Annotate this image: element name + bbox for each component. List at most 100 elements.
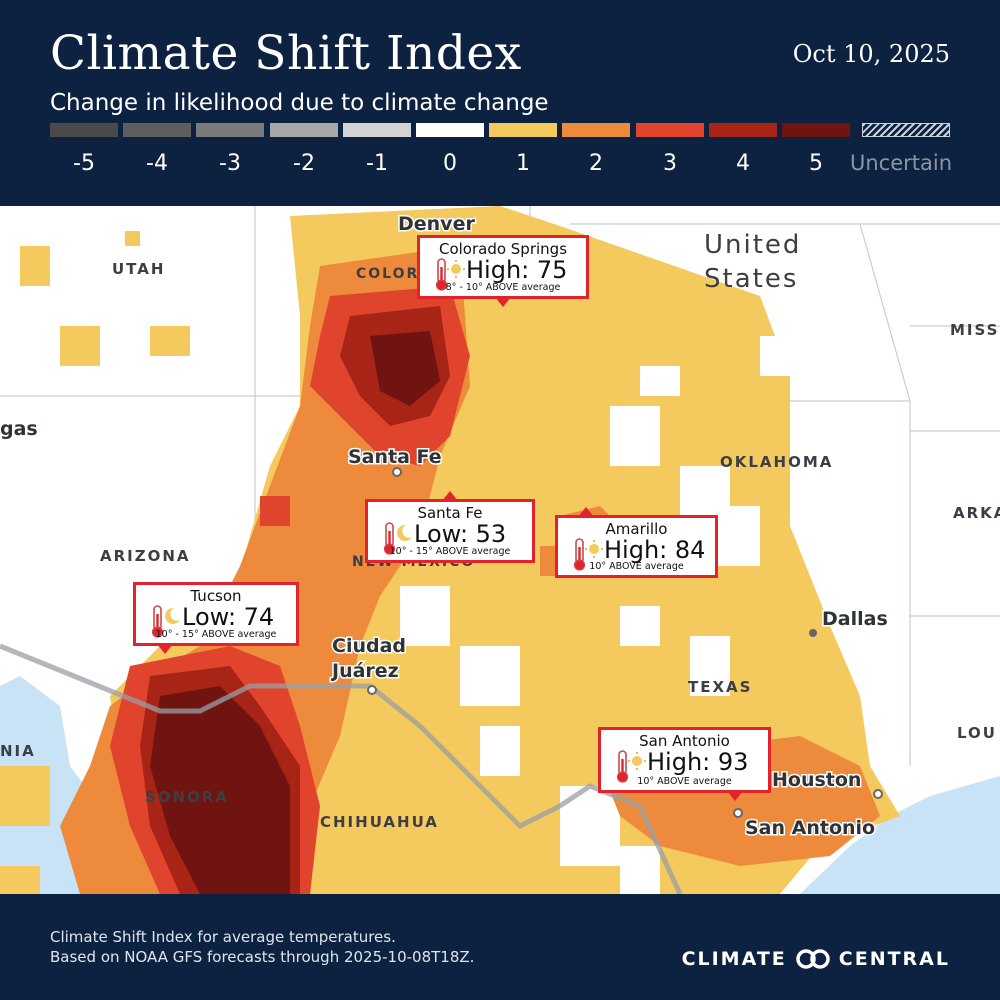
csi-level-1 [0, 766, 50, 826]
map-label-states: States [704, 264, 798, 294]
linked-rings-icon [796, 949, 830, 969]
map-label-arizona: ARIZONA [100, 547, 191, 565]
callout-santa-fe: Santa Fe Low: 53 10° - 15° ABOVE average [365, 491, 535, 563]
legend-swatch-minus-1 [343, 123, 411, 137]
footer-note-line-2: Based on NOAA GFS forecasts through 2025… [50, 948, 475, 966]
city-dot-santa-fe [392, 467, 402, 477]
city-label-dallas: Dallas [822, 608, 888, 630]
legend-swatch-5 [782, 123, 850, 137]
legend-label: 4 [736, 151, 750, 176]
callout-pointer [726, 791, 743, 801]
logo-text-right: CENTRAL [838, 948, 950, 970]
map-area: UTAH COLORADO ARIZONA NEW MEXICO OKLAHOM… [0, 206, 1000, 894]
csi-level-5 [150, 686, 290, 894]
city-dot-dallas [809, 629, 817, 637]
callout-city-name: Tucson [190, 587, 242, 605]
callout-anomaly: 8° - 10° ABOVE average [445, 282, 561, 293]
callout-temperature: High: 93 [647, 748, 749, 776]
legend-swatch-minus-3 [196, 123, 264, 137]
thermometer-moon-icon [151, 605, 180, 638]
legend-swatch-3 [636, 123, 704, 137]
callout-colorado-springs: Colorado Springs High: 75 8° - 10° ABOVE… [417, 235, 589, 307]
page-subtitle: Change in likelihood due to climate chan… [50, 90, 549, 116]
callout-pointer [442, 491, 458, 501]
callout-city-name: Amarillo [605, 520, 668, 538]
csi-legend: -5 -4 -3 -2 -1 0 1 2 3 4 5 Uncertain [50, 123, 970, 179]
callout-temperature: Low: 74 [182, 603, 275, 631]
thermometer-sun-icon [435, 258, 465, 291]
map-label-louisiana: LOU [957, 724, 997, 742]
city-dot-san-antonio [733, 808, 743, 818]
callout-anomaly: 10° - 15° ABOVE average [155, 629, 277, 640]
gulf-of-mexico [800, 776, 1000, 894]
header: Climate Shift Index Oct 10, 2025 Change … [0, 0, 1000, 206]
legend-swatch-0 [416, 123, 484, 137]
city-label-ciudad: Ciudad [332, 635, 406, 657]
map-label-utah: UTAH [112, 260, 165, 278]
map-svg: UTAH COLORADO ARIZONA NEW MEXICO OKLAHOM… [0, 206, 1000, 894]
city-dot-houston [873, 789, 883, 799]
legend-label: 0 [443, 151, 457, 176]
callout-pointer [578, 507, 595, 517]
logo-text-left: CLIMATE [681, 948, 787, 970]
forecast-date: Oct 10, 2025 [792, 40, 950, 68]
legend-label: -1 [366, 151, 388, 176]
city-label-san-antonio: San Antonio [745, 817, 875, 839]
callout-tucson: Tucson Low: 74 10° - 15° ABOVE average [133, 582, 299, 654]
legend-label-uncertain: Uncertain [850, 151, 953, 175]
legend-swatch-4 [709, 123, 777, 137]
callout-anomaly: 10° ABOVE average [589, 561, 684, 572]
map-label-california: NIA [0, 742, 36, 760]
legend-label: 5 [809, 151, 823, 176]
csi-level-1 [150, 326, 190, 356]
city-label-houston: Houston [772, 769, 861, 791]
map-label-united: United [704, 230, 801, 260]
callout-city-name: San Antonio [639, 732, 730, 750]
callout-anomaly: 10° - 15° ABOVE average [389, 546, 511, 557]
legend-swatch-minus-4 [123, 123, 191, 137]
callout-temperature: High: 84 [604, 536, 706, 564]
legend-label: 2 [589, 151, 603, 176]
legend-swatch-2 [562, 123, 630, 137]
csi-level-3 [260, 496, 290, 526]
legend-swatch-uncertain [862, 123, 950, 137]
map-label-arkansas: ARKA [953, 504, 1000, 522]
csi-level-1 [20, 246, 50, 286]
legend-label: -4 [146, 151, 168, 176]
callout-pointer [156, 644, 173, 654]
callout-city-name: Colorado Springs [438, 240, 568, 258]
legend-swatch-minus-5 [50, 123, 118, 137]
callout-temperature: High: 75 [466, 256, 568, 284]
csi-level-1 [60, 326, 100, 366]
map-label-texas: TEXAS [688, 678, 752, 696]
city-dot-ciudad-juarez [367, 685, 377, 695]
thermometer-sun-icon [616, 750, 646, 783]
thermometer-sun-icon [573, 538, 603, 571]
callout-amarillo: Amarillo High: 84 10° ABOVE average [555, 507, 718, 578]
callout-temperature: Low: 53 [414, 520, 507, 548]
climate-central-logo: CLIMATE CENTRAL [682, 946, 950, 972]
callout-pointer [495, 297, 511, 307]
international-border [0, 643, 683, 894]
map-label-mississippi: MISS [950, 321, 999, 339]
legend-label: 3 [663, 151, 677, 176]
callout-city-name: Santa Fe [417, 504, 483, 522]
footer-note-line-1: Climate Shift Index for average temperat… [50, 928, 396, 946]
map-label-chihuahua: CHIHUAHUA [320, 813, 439, 831]
city-label-santa-fe: Santa Fe [348, 446, 442, 468]
thermometer-moon-icon [383, 522, 412, 555]
legend-label: 1 [516, 151, 530, 176]
legend-label: -5 [73, 151, 95, 176]
city-label-las-vegas: gas [0, 418, 38, 440]
map-label-sonora: SONORA [145, 788, 229, 806]
page-title: Climate Shift Index [50, 26, 522, 81]
legend-swatch-minus-2 [270, 123, 338, 137]
city-label-denver: Denver [398, 213, 475, 235]
map-label-oklahoma: OKLAHOMA [720, 453, 833, 471]
legend-label: -3 [219, 151, 241, 176]
callout-san-antonio: San Antonio High: 93 10° ABOVE average [598, 727, 771, 801]
city-label-juarez: Juárez [330, 660, 399, 682]
csi-level-1 [125, 231, 140, 246]
legend-label: -2 [293, 151, 315, 176]
